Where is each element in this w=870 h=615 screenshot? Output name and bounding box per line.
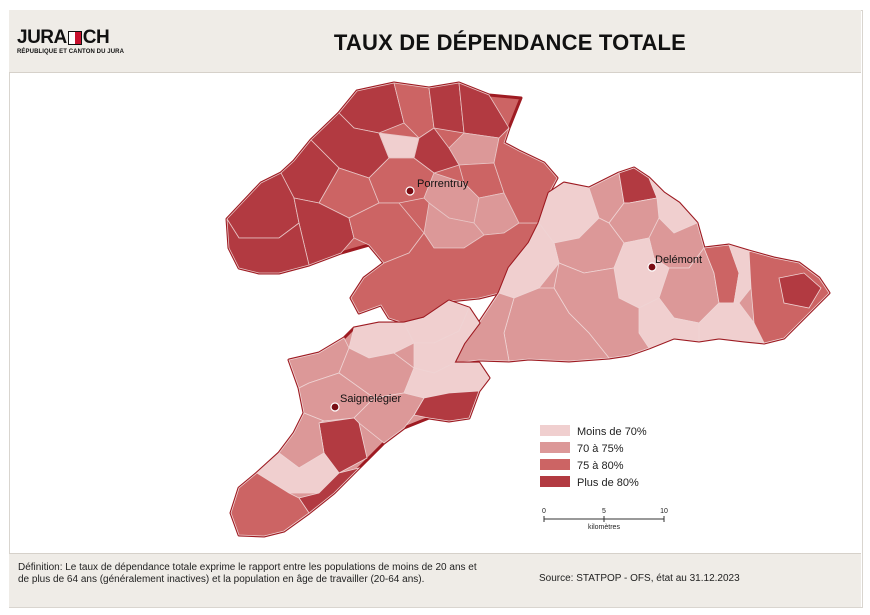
logo-subtitle: RÉPUBLIQUE ET CANTON DU JURA bbox=[17, 49, 125, 55]
legend-swatch-plus-80 bbox=[540, 476, 570, 487]
scale-tick-5: 5 bbox=[602, 508, 606, 515]
legend-label-moins-70: Moins de 70% bbox=[577, 426, 647, 438]
district-franches-montagnes bbox=[229, 299, 491, 538]
legend-swatch-70-75 bbox=[540, 442, 570, 453]
scale-tick-10: 10 bbox=[660, 508, 668, 515]
commune bbox=[230, 472, 310, 537]
legend-label-plus-80: Plus de 80% bbox=[577, 477, 639, 489]
legend: Moins de 70% 70 à 75% 75 à 80% Plus de 8… bbox=[540, 425, 647, 489]
commune bbox=[428, 82, 465, 134]
choropleth-map: Porrentruy Delémont Saignelégier Moins d… bbox=[225, 81, 831, 538]
legend-swatch-moins-70 bbox=[540, 425, 570, 436]
logo-text-left: JURA bbox=[17, 27, 67, 48]
source-text: Source: STATPOP - OFS, état au 31.12.202… bbox=[539, 573, 740, 584]
city-marker-saignelegier bbox=[330, 402, 340, 412]
logo-text-right: CH bbox=[82, 27, 110, 48]
header: JURA CH RÉPUBLIQUE ET CANTON DU JURA TAU… bbox=[9, 10, 861, 73]
city-delemont: Delémont bbox=[647, 254, 702, 272]
jura-flag-icon bbox=[67, 30, 82, 45]
jura-logo: JURA CH RÉPUBLIQUE ET CANTON DU JURA bbox=[17, 28, 157, 60]
footer: Définition: Le taux de dépendance totale… bbox=[9, 553, 861, 607]
definition-text: Définition: Le taux de dépendance totale… bbox=[18, 562, 477, 585]
commune bbox=[413, 390, 480, 422]
scale-tick-0: 0 bbox=[542, 508, 546, 515]
legend-swatch-75-80 bbox=[540, 459, 570, 470]
district-porrentruy bbox=[225, 81, 559, 325]
city-label-saignelegier: Saignelégier bbox=[340, 393, 401, 405]
commune bbox=[698, 302, 765, 344]
district-delemont bbox=[452, 166, 831, 365]
city-label-delemont: Delémont bbox=[655, 254, 702, 266]
city-porrentruy: Porrentruy bbox=[405, 178, 469, 196]
commune bbox=[778, 272, 822, 309]
scale-bar: 0 5 10 kilomètres bbox=[542, 508, 668, 531]
commune bbox=[368, 157, 435, 204]
commune bbox=[618, 167, 658, 204]
page-title: TAUX DE DÉPENDANCE TOTALE bbox=[333, 30, 687, 55]
legend-label-75-80: 75 à 80% bbox=[577, 460, 624, 472]
city-saignelegier: Saignelégier bbox=[330, 393, 401, 412]
legend-label-70-75: 70 à 75% bbox=[577, 443, 624, 455]
city-marker-porrentruy bbox=[405, 186, 415, 196]
city-label-porrentruy: Porrentruy bbox=[417, 178, 469, 190]
scale-unit: kilomètres bbox=[588, 524, 620, 531]
commune bbox=[493, 127, 558, 224]
city-marker-delemont bbox=[647, 262, 657, 272]
commune bbox=[226, 218, 310, 274]
